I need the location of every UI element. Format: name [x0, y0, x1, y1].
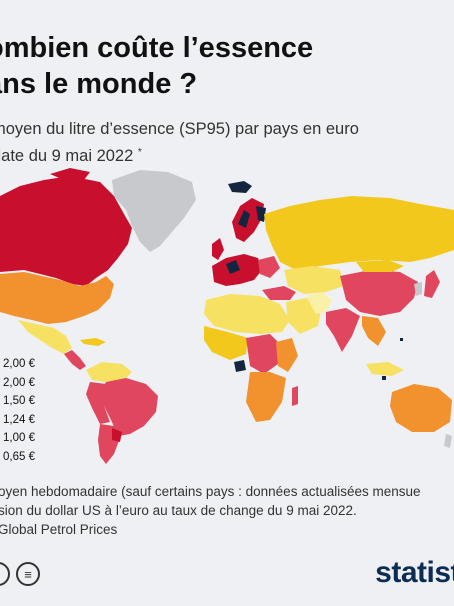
north-africa-region — [204, 294, 290, 334]
legend-item: 2,00 € — [0, 374, 60, 393]
title-line-2: ans le monde ? — [0, 68, 198, 100]
map-legend: 2,00 € 2,00 € 1,50 € 1,24 € 1,00 € 0,65 € — [0, 355, 60, 466]
footnote: oyen hebdomadaire (sauf certains pays : … — [0, 482, 454, 520]
brand-logo: statist — [375, 556, 454, 589]
west-africa-region — [204, 326, 248, 360]
page-title: ombien coûte l’essence ans le monde ? — [0, 30, 454, 102]
central-america-region — [64, 350, 86, 370]
southern-africa-region — [246, 372, 286, 422]
caribbean-region — [80, 338, 106, 346]
island-marker — [400, 338, 403, 341]
legend-item: 2,00 € — [0, 355, 60, 374]
india-region — [326, 308, 360, 352]
legend-item: 1,24 € — [0, 411, 60, 430]
sahel-dark-region — [234, 360, 246, 372]
argentina-north-region — [112, 428, 122, 442]
world-map — [0, 168, 454, 464]
mongolia-region — [356, 260, 404, 272]
uk-region — [212, 238, 224, 260]
central-europe-dark-region — [226, 260, 240, 274]
island-marker — [382, 376, 386, 380]
new-zealand-region — [444, 434, 452, 448]
legend-item: 0,65 € — [0, 448, 60, 467]
footnote-line-1: oyen hebdomadaire (sauf certains pays : … — [0, 484, 421, 499]
central-africa-region — [246, 334, 282, 374]
legend-label: 1,50 € — [3, 395, 35, 408]
canada-region — [0, 176, 132, 286]
turkey-region — [262, 286, 296, 300]
legend-label: 2,00 € — [3, 376, 35, 389]
subtitle-line-2: date du 9 mai 2022 * — [0, 141, 454, 168]
footnote-marker: * — [137, 147, 142, 158]
usa-region — [0, 272, 114, 324]
footnote-line-2: sion du dollar US à l’euro au taux de ch… — [0, 503, 357, 518]
brazil-region — [100, 378, 158, 436]
southeast-asia-region — [362, 316, 386, 346]
indonesia-region — [366, 362, 404, 376]
subtitle-date: date du 9 mai 2022 — [0, 147, 134, 165]
source-text: Global Petrol Prices — [0, 522, 118, 537]
iran-region — [306, 292, 332, 314]
japan-region — [424, 270, 440, 298]
korea-region — [414, 282, 422, 296]
greenland-region — [112, 170, 196, 252]
east-africa-region — [276, 338, 298, 372]
eastern-europe-region — [258, 256, 280, 278]
central-asia-region — [284, 266, 344, 294]
legend-label: 1,24 € — [3, 413, 35, 426]
legend-label: 0,65 € — [3, 450, 35, 463]
legend-label: 2,00 € — [3, 358, 35, 371]
subtitle: moyen du litre d’essence (SP95) par pays… — [0, 118, 454, 168]
madagascar-region — [292, 386, 298, 406]
menu-icon[interactable]: ≡ — [16, 562, 40, 586]
arctic-islands-region — [50, 168, 90, 180]
title-line-1: ombien coûte l’essence — [0, 32, 314, 64]
share-icons: i ≡ — [0, 562, 40, 586]
legend-item: 1,00 € — [0, 429, 60, 448]
info-icon[interactable]: i — [0, 562, 10, 586]
andes-region — [86, 382, 110, 424]
legend-item: 1,50 € — [0, 392, 60, 411]
russia-region — [264, 196, 454, 270]
china-region — [340, 270, 418, 316]
subtitle-line-1: moyen du litre d’essence (SP95) par pays… — [0, 120, 359, 138]
northern-south-america-region — [86, 362, 132, 382]
norway-finland-region — [238, 206, 266, 228]
australia-region — [390, 384, 452, 432]
mexico-region — [18, 320, 72, 354]
iceland-region — [228, 181, 252, 193]
legend-label: 1,00 € — [3, 432, 35, 445]
